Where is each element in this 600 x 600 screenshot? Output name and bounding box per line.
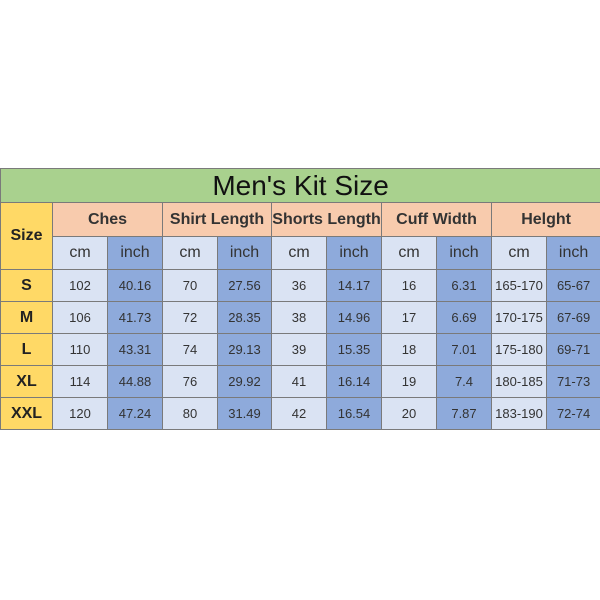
group-header: Ches bbox=[52, 202, 163, 237]
value-cell: 19 bbox=[381, 365, 437, 398]
chart-title: Men's Kit Size bbox=[0, 168, 600, 203]
group-header: Cuff Width bbox=[381, 202, 492, 237]
value-cell: 17 bbox=[381, 301, 437, 334]
value-cell: 165-170 bbox=[491, 269, 547, 302]
cm-unit-header: cm bbox=[491, 236, 547, 270]
value-cell: 7.01 bbox=[436, 333, 492, 366]
inch-unit-header: inch bbox=[326, 236, 382, 270]
value-cell: 67-69 bbox=[545, 301, 600, 334]
size-cell: M bbox=[0, 301, 53, 334]
value-cell: 70 bbox=[162, 269, 218, 302]
size-header: Size bbox=[0, 202, 53, 270]
value-cell: 47.24 bbox=[107, 397, 163, 430]
value-cell: 114 bbox=[52, 365, 108, 398]
value-cell: 76 bbox=[162, 365, 218, 398]
value-cell: 16.14 bbox=[326, 365, 382, 398]
value-cell: 44.88 bbox=[107, 365, 163, 398]
value-cell: 120 bbox=[52, 397, 108, 430]
table-row: M 106 41.73 72 28.35 38 14.96 17 6.69 170-175 67-6… bbox=[0, 301, 600, 334]
value-cell: 65-67 bbox=[545, 269, 600, 302]
value-cell: 36 bbox=[271, 269, 327, 302]
size-cell: L bbox=[0, 333, 53, 366]
value-cell: 170-175 bbox=[491, 301, 547, 334]
value-cell: 38 bbox=[271, 301, 327, 334]
value-cell: 16.54 bbox=[326, 397, 382, 430]
value-cell: 29.92 bbox=[217, 365, 272, 398]
value-cell: 180-185 bbox=[491, 365, 547, 398]
group-header: Helght bbox=[490, 202, 600, 237]
value-cell: 40.16 bbox=[107, 269, 163, 302]
value-cell: 72 bbox=[162, 301, 218, 334]
value-cell: 6.31 bbox=[436, 269, 492, 302]
value-cell: 39 bbox=[271, 333, 327, 366]
value-cell: 74 bbox=[162, 333, 218, 366]
size-cell: S bbox=[0, 269, 53, 302]
value-cell: 18 bbox=[381, 333, 437, 366]
value-cell: 7.87 bbox=[436, 397, 492, 430]
value-cell: 110 bbox=[52, 333, 108, 366]
cm-unit-header: cm bbox=[162, 236, 218, 270]
value-cell: 43.31 bbox=[107, 333, 163, 366]
size-cell: XXL bbox=[0, 397, 53, 430]
value-cell: 29.13 bbox=[217, 333, 272, 366]
inch-unit-header: inch bbox=[545, 236, 600, 270]
group-header: Shorts Length bbox=[271, 202, 382, 237]
value-cell: 72-74 bbox=[545, 397, 600, 430]
cm-unit-header: cm bbox=[271, 236, 327, 270]
value-cell: 14.96 bbox=[326, 301, 382, 334]
value-cell: 102 bbox=[52, 269, 108, 302]
value-cell: 175-180 bbox=[491, 333, 547, 366]
value-cell: 28.35 bbox=[217, 301, 272, 334]
value-cell: 183-190 bbox=[491, 397, 547, 430]
value-cell: 15.35 bbox=[326, 333, 382, 366]
group-header: Shirt Length bbox=[162, 202, 272, 237]
value-cell: 14.17 bbox=[326, 269, 382, 302]
value-cell: 20 bbox=[381, 397, 437, 430]
size-chart-table: Men's Kit Size Size Ches Shirt Length Shor… bbox=[0, 168, 600, 430]
table-row: XXL 120 47.24 80 31.49 42 16.54 20 7.87 183-190 72… bbox=[0, 397, 600, 430]
value-cell: 7.4 bbox=[436, 365, 492, 398]
value-cell: 69-71 bbox=[545, 333, 600, 366]
table-row: S 102 40.16 70 27.56 36 14.17 16 6.31 165-170 65-6… bbox=[0, 269, 600, 302]
inch-unit-header: inch bbox=[107, 236, 163, 270]
value-cell: 41 bbox=[271, 365, 327, 398]
value-cell: 42 bbox=[271, 397, 327, 430]
table-row: L 110 43.31 74 29.13 39 15.35 18 7.01 175-180 69-7… bbox=[0, 333, 600, 366]
table-row: XL 114 44.88 76 29.92 41 16.14 19 7.4 180-185 71-7… bbox=[0, 365, 600, 398]
inch-unit-header: inch bbox=[217, 236, 272, 270]
value-cell: 106 bbox=[52, 301, 108, 334]
value-cell: 16 bbox=[381, 269, 437, 302]
value-cell: 80 bbox=[162, 397, 218, 430]
value-cell: 31.49 bbox=[217, 397, 272, 430]
cm-unit-header: cm bbox=[52, 236, 108, 270]
size-cell: XL bbox=[0, 365, 53, 398]
inch-unit-header: inch bbox=[436, 236, 492, 270]
value-cell: 27.56 bbox=[217, 269, 272, 302]
value-cell: 71-73 bbox=[545, 365, 600, 398]
value-cell: 6.69 bbox=[436, 301, 492, 334]
value-cell: 41.73 bbox=[107, 301, 163, 334]
cm-unit-header: cm bbox=[381, 236, 437, 270]
